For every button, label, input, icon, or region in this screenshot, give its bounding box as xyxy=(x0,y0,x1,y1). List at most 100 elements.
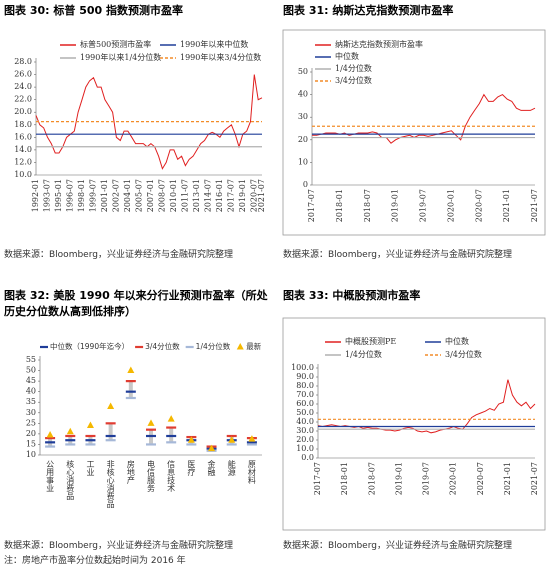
legend-swatch xyxy=(236,343,244,350)
y-tick-label: 12.0 xyxy=(14,157,32,166)
y-tick-label: 22.0 xyxy=(14,95,32,104)
x-tick-label: 公用事业 xyxy=(46,460,55,492)
y-tick-label: 40.0 xyxy=(296,417,314,426)
legend-label: 1/4分位数 xyxy=(345,349,382,359)
x-tick-label: 2019-01 xyxy=(391,189,400,222)
marker xyxy=(46,430,54,438)
range-bar xyxy=(128,381,133,398)
x-tick-label: 2008-07 xyxy=(157,179,166,212)
x-tick-label: 2018-07 xyxy=(367,462,376,495)
y-tick-label: 0 xyxy=(303,180,308,189)
x-tick-label: 2017-07 xyxy=(313,462,322,495)
y-tick-label: 18.0 xyxy=(14,120,32,129)
x-tick-label: 2002-07 xyxy=(111,179,120,212)
y-tick-label: 60.0 xyxy=(296,399,314,408)
x-tick-label: 2020-07 xyxy=(249,179,258,212)
y-tick-label: 40 xyxy=(26,387,36,396)
y-tick-label: 0.0 xyxy=(301,453,314,462)
chart-title: 图表 32: 美股 1990 年以来分行业预测市盈率（所处历史分位数从高到低排序… xyxy=(4,289,268,318)
chart-title: 图表 33: 中概股预测市盈率 xyxy=(283,289,421,302)
chart-title: 图表 30: 标普 500 指数预测市盈率 xyxy=(4,4,183,17)
x-tick-label: 2010-01 xyxy=(169,179,178,212)
x-tick-label: 1996-07 xyxy=(65,179,74,212)
y-tick-label: 28.0 xyxy=(14,57,32,66)
marker xyxy=(228,436,236,443)
y-tick-label: 10 xyxy=(298,157,308,166)
x-tick-label: 1999-07 xyxy=(88,179,97,212)
x-tick-label: 2021-01 xyxy=(503,462,512,495)
x-tick-label: 2007-01 xyxy=(146,179,155,212)
source: 数据来源：Bloomberg，兴业证券经济与金融研究院整理 xyxy=(4,541,233,551)
legend-label: 1990年以来3/4分位数 xyxy=(180,52,261,62)
y-tick-label: 25 xyxy=(26,418,36,427)
x-tick-label: 原材料 xyxy=(247,460,256,485)
legend-label: 中位数 xyxy=(445,336,469,346)
x-tick-label: 2021-01 xyxy=(502,189,511,222)
y-tick-label: 40 xyxy=(298,90,308,99)
data-line xyxy=(35,74,263,170)
y-tick-label: 26.0 xyxy=(14,70,32,79)
marker xyxy=(208,444,216,452)
y-tick-label: 20 xyxy=(298,135,308,144)
x-tick-label: 2021-07 xyxy=(257,179,266,212)
x-tick-label: 2018-01 xyxy=(335,189,344,222)
x-tick-label: 2018-07 xyxy=(363,189,372,222)
y-tick-label: 16.0 xyxy=(14,132,32,141)
x-tick-label: 2011-07 xyxy=(180,179,189,212)
x-tick-label: 2020-01 xyxy=(446,189,455,222)
marker xyxy=(248,435,256,442)
x-tick-label: 信息技术 xyxy=(167,459,176,493)
x-tick-label: 2017-07 xyxy=(226,179,235,212)
legend-label: 中位数 xyxy=(335,51,359,61)
marker xyxy=(127,366,135,374)
x-tick-label: 2004-01 xyxy=(123,179,132,212)
legend-label: 中位数（1990年迄今） xyxy=(50,341,129,351)
frame xyxy=(282,317,546,531)
y-tick-label: 15 xyxy=(26,439,36,448)
data-line xyxy=(312,93,536,144)
x-tick-label: 2019-01 xyxy=(394,462,403,495)
y-tick-label: 20 xyxy=(26,429,36,438)
y-tick-label: 20.0 xyxy=(296,435,314,444)
x-tick-label: 2018-01 xyxy=(340,462,349,495)
y-tick-label: 14.0 xyxy=(14,145,32,154)
marker xyxy=(86,421,94,428)
x-tick-label: 2013-01 xyxy=(192,179,201,212)
marker xyxy=(147,419,155,426)
legend-label: 纳斯达克指数预测市盈率 xyxy=(335,39,423,49)
y-tick-label: 90.0 xyxy=(296,372,314,381)
y-tick-label: 70.0 xyxy=(296,390,314,399)
range-bar xyxy=(108,423,113,441)
legend-label: 中概股预测PE xyxy=(345,336,396,346)
x-tick-label: 2001-01 xyxy=(100,179,109,212)
x-tick-label: 2019-07 xyxy=(419,189,428,222)
legend-label: 1990年以来中位数 xyxy=(180,39,248,49)
y-tick-label: 20.0 xyxy=(14,107,32,116)
y-tick-label: 50.0 xyxy=(296,408,314,417)
y-tick-label: 55 xyxy=(26,355,36,364)
x-tick-label: 2019-07 xyxy=(422,462,431,495)
legend-label: 1/4分位数 xyxy=(335,63,372,73)
marker xyxy=(167,415,175,422)
x-tick-label: 2014-07 xyxy=(203,179,212,212)
x-tick-label: 工业 xyxy=(86,460,95,476)
x-tick-label: 2005-07 xyxy=(134,179,143,212)
y-tick-label: 45 xyxy=(26,376,36,385)
marker xyxy=(107,402,115,409)
x-tick-label: 1992-01 xyxy=(31,179,40,212)
x-tick-label: 核心消费品 xyxy=(66,459,75,501)
y-tick-label: 35 xyxy=(26,397,36,406)
x-tick-label: 2019-01 xyxy=(238,179,247,212)
chart-title: 图表 31: 纳斯达克指数预测市盈率 xyxy=(283,4,454,17)
y-tick-label: 50 xyxy=(298,67,308,76)
y-tick-label: 100.0 xyxy=(291,363,314,372)
y-tick-label: 80.0 xyxy=(296,381,314,390)
x-tick-label: 医疗 xyxy=(187,460,196,477)
x-tick-label: 2020-01 xyxy=(449,462,458,495)
y-tick-label: 50 xyxy=(26,366,36,375)
x-tick-label: 1998-01 xyxy=(77,179,86,212)
y-tick-label: 10.0 xyxy=(14,170,32,179)
y-tick-label: 10 xyxy=(26,450,36,459)
